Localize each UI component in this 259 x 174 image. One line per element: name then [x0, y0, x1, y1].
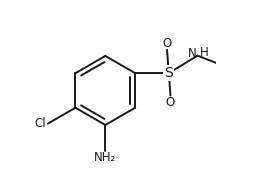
Text: Cl: Cl	[34, 117, 46, 130]
Text: N: N	[188, 47, 197, 60]
Text: H: H	[200, 46, 209, 59]
Text: S: S	[164, 66, 173, 80]
Text: NH₂: NH₂	[94, 151, 117, 164]
Text: O: O	[166, 96, 175, 109]
Text: O: O	[162, 37, 172, 50]
